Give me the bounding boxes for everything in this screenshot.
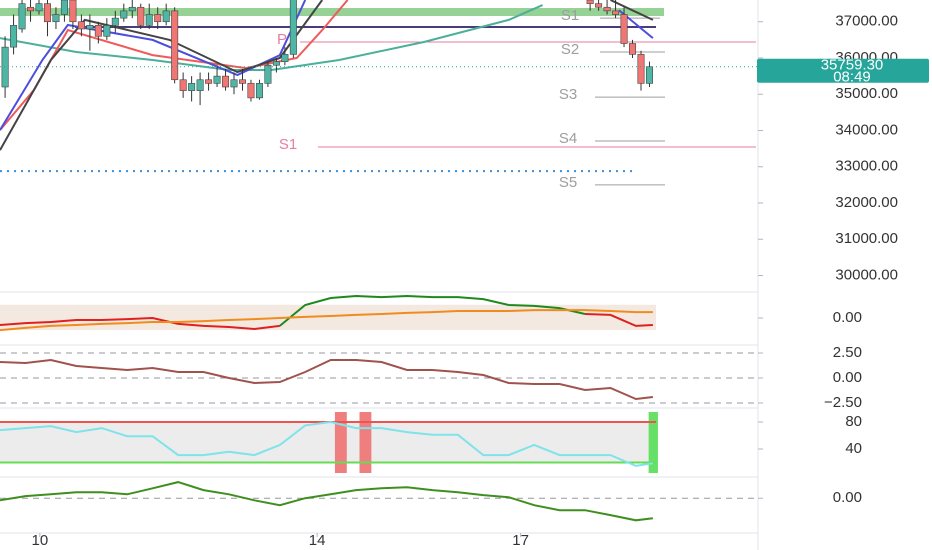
x-tick-label: 10 xyxy=(32,532,49,549)
candle-body xyxy=(205,79,213,84)
candle-body xyxy=(637,54,645,84)
pane xyxy=(0,412,658,473)
candle-body xyxy=(264,64,272,84)
pivot-label: S2 xyxy=(561,41,579,58)
candle-body xyxy=(103,25,111,37)
candle-body xyxy=(629,43,637,55)
series-line xyxy=(0,0,654,131)
candle-body xyxy=(179,79,187,91)
y-tick-label: −2.50 xyxy=(824,394,862,411)
candle-body xyxy=(255,83,263,99)
band xyxy=(0,304,656,331)
candle-body xyxy=(77,21,85,30)
pane: S1 P S2 S3 S4 S1 S5 xyxy=(0,0,758,191)
candle-body xyxy=(171,10,179,81)
x-tick-label: 14 xyxy=(309,532,326,549)
y-tick-label: 31000.00 xyxy=(835,230,898,247)
zone xyxy=(359,412,372,473)
y-tick-label: 34000.00 xyxy=(835,121,898,138)
band xyxy=(0,422,656,463)
candle-body xyxy=(247,83,255,99)
candle-body xyxy=(1,46,9,88)
pivot-label: P xyxy=(277,31,287,48)
candle-body xyxy=(595,3,603,8)
candle-body xyxy=(35,3,43,12)
candle-body xyxy=(238,79,246,84)
y-tick-label: 0.00 xyxy=(833,369,862,386)
candle-body xyxy=(27,6,35,12)
candle-body xyxy=(18,3,26,30)
y-tick-label: 30000.00 xyxy=(835,266,898,283)
pivot-label: S1 xyxy=(279,136,297,153)
candle-body xyxy=(120,10,128,19)
y-tick-label: 40 xyxy=(845,440,862,457)
candle-body xyxy=(272,61,280,66)
y-tick-label: 0.00 xyxy=(833,309,862,326)
zone xyxy=(648,412,658,473)
candle-body xyxy=(52,14,60,23)
pivot-label: S5 xyxy=(559,174,577,191)
candle-body xyxy=(43,3,51,23)
pane xyxy=(0,294,656,332)
price-badge xyxy=(757,58,929,83)
series-line xyxy=(279,294,586,327)
candle-body xyxy=(145,14,153,26)
candle-body xyxy=(69,0,77,23)
y-tick-label: 37000.00 xyxy=(835,13,898,30)
pane xyxy=(0,352,758,404)
y-tick-label: 32000.00 xyxy=(835,194,898,211)
series-line xyxy=(0,309,653,332)
candle-body xyxy=(612,10,620,15)
candle-body xyxy=(222,75,230,88)
candle-body xyxy=(111,17,119,26)
series-line xyxy=(0,313,653,331)
series-line xyxy=(0,420,654,467)
price-badge-label: 35759.30 xyxy=(821,57,884,74)
candle-body xyxy=(86,25,94,30)
candle-body xyxy=(620,14,628,44)
y-tick-label: 2.50 xyxy=(833,344,862,361)
series-line xyxy=(0,358,654,401)
candle-body xyxy=(645,66,653,84)
countdown: 08:49 xyxy=(833,69,871,86)
y-tick-label: 80 xyxy=(845,413,862,430)
series-line xyxy=(0,481,654,522)
candle-body xyxy=(60,0,68,15)
y-tick-label: 33000.00 xyxy=(835,158,898,175)
candle-body xyxy=(603,6,611,12)
candle-body xyxy=(10,25,18,48)
x-tick-label: 17 xyxy=(512,532,529,549)
pivot-label: S1 xyxy=(561,7,579,24)
pivot-label: S3 xyxy=(559,86,577,103)
y-tick-label: 0.00 xyxy=(833,489,862,506)
candle-body xyxy=(154,14,162,23)
pane xyxy=(0,481,758,522)
candle-body xyxy=(586,0,594,4)
zone xyxy=(334,412,347,473)
candle-body xyxy=(162,10,170,23)
candle-body xyxy=(289,0,297,55)
y-tick-label: 35000.00 xyxy=(835,85,898,102)
series-line xyxy=(0,0,654,151)
candle-body xyxy=(213,75,221,84)
candle-body xyxy=(128,6,136,12)
candle-body xyxy=(188,83,196,91)
pivot-label: S4 xyxy=(559,130,577,147)
candle-body xyxy=(281,54,289,62)
candle-body xyxy=(230,79,238,88)
candle-body xyxy=(196,79,204,91)
candle-body xyxy=(94,25,102,37)
candle-body xyxy=(137,6,145,26)
